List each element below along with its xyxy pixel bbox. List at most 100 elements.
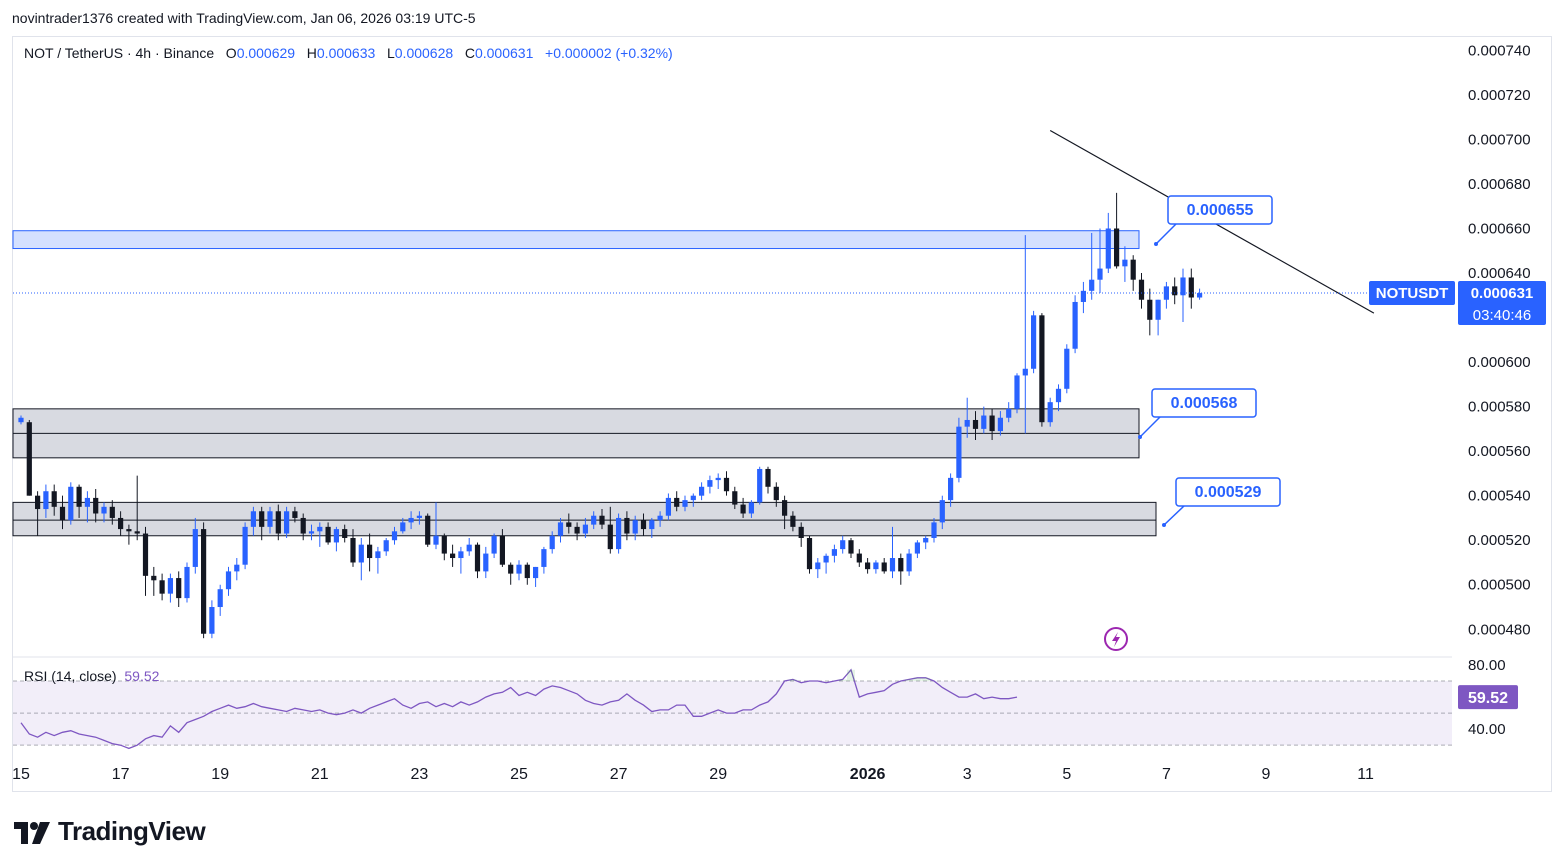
legend-open-label: O <box>225 45 237 61</box>
candle <box>342 524 348 543</box>
candle <box>715 473 721 490</box>
candle-body <box>51 491 57 507</box>
candle-body <box>840 540 846 550</box>
candle-body <box>1039 315 1045 423</box>
candle-body <box>657 515 663 521</box>
candle-body <box>690 495 696 501</box>
candle-body <box>201 529 207 634</box>
candle-body <box>1138 279 1145 300</box>
legend-close-label: C <box>464 45 475 61</box>
candle-body <box>159 580 165 594</box>
candle <box>201 522 207 639</box>
candle <box>889 526 896 579</box>
candle-body <box>732 491 738 505</box>
candle <box>1122 246 1128 282</box>
candle-body <box>76 486 82 507</box>
candle <box>591 511 597 530</box>
candle <box>242 522 248 570</box>
time-tick-label: 5 <box>1062 766 1071 783</box>
price-callout: 0.000655 <box>1154 195 1273 246</box>
candle-body <box>1014 375 1020 409</box>
candle-body <box>997 417 1003 432</box>
candle <box>151 566 157 596</box>
candle <box>491 533 497 559</box>
last-price-badge <box>1458 281 1546 326</box>
candle <box>798 522 804 547</box>
candle <box>259 506 265 541</box>
candle <box>732 486 738 510</box>
candle-body <box>292 511 298 518</box>
time-tick-label: 15 <box>12 766 30 783</box>
candle <box>549 531 555 554</box>
candle <box>757 466 763 505</box>
candle-body <box>134 531 140 534</box>
candle <box>707 475 713 494</box>
candle-body <box>956 426 962 478</box>
candle-body <box>26 422 32 496</box>
candle-body <box>209 607 215 634</box>
candle <box>1031 310 1037 374</box>
candle-body <box>176 578 182 599</box>
candle <box>699 482 705 501</box>
rsi-overbought-fill <box>788 679 797 682</box>
candle <box>557 517 564 543</box>
candle <box>765 466 771 494</box>
candle <box>84 491 90 523</box>
candle <box>1039 313 1045 427</box>
candle-body <box>1105 228 1111 269</box>
candle-body <box>798 526 804 538</box>
candle <box>184 562 190 603</box>
legend-change: +0.000002 (+0.32%) <box>545 45 673 61</box>
candle <box>516 560 522 581</box>
candle <box>1055 384 1062 412</box>
price-tick-label: 0.000540 <box>1468 488 1531 505</box>
candle-body <box>101 506 107 514</box>
candle <box>972 411 979 441</box>
candle-body <box>142 533 149 576</box>
candle <box>483 546 489 579</box>
candle <box>367 533 373 572</box>
rsi-legend[interactable]: RSI (14, close) 59.52 <box>24 668 159 684</box>
callout-anchor <box>1154 242 1158 246</box>
countdown-label: 03:40:46 <box>1473 307 1531 324</box>
candle-body <box>616 517 622 550</box>
candle-body <box>906 553 912 572</box>
symbol-legend[interactable]: NOT / TetherUS · 4h · Binance O0.000629 … <box>24 45 673 61</box>
candle <box>748 500 754 518</box>
candle-body <box>1197 293 1203 298</box>
candle-body <box>267 511 273 527</box>
candle-body <box>748 502 754 514</box>
candle <box>1197 288 1203 300</box>
candle-body <box>508 564 514 574</box>
candle <box>317 522 323 547</box>
candle-body <box>466 544 472 552</box>
tradingview-logo[interactable]: TradingView <box>14 816 206 847</box>
candle-body <box>1130 259 1136 280</box>
candle <box>624 511 630 541</box>
candle-body <box>1163 286 1169 300</box>
candle <box>284 506 290 538</box>
candle <box>898 553 904 585</box>
candle <box>350 529 356 567</box>
time-tick-label: 11 <box>1357 766 1374 783</box>
candle-body <box>1147 299 1153 320</box>
candle-body <box>93 497 99 514</box>
candle <box>607 506 613 554</box>
tradingview-logo-text: TradingView <box>58 816 206 846</box>
candle <box>690 493 696 507</box>
time-tick-label: 2026 <box>850 766 886 783</box>
candle-body <box>599 515 605 525</box>
candle <box>59 495 66 530</box>
price-tick-label: 0.000720 <box>1468 87 1531 104</box>
callout-anchor <box>1162 523 1166 527</box>
chart-credit: novintrader1376 created with TradingView… <box>12 10 476 26</box>
candle-body <box>806 537 813 570</box>
time-tick-label: 19 <box>211 766 229 783</box>
candle-body <box>582 524 588 534</box>
candle-body <box>607 524 613 550</box>
candle <box>300 513 306 541</box>
candle-body <box>59 506 66 521</box>
candle-body <box>790 515 796 527</box>
candle <box>35 491 41 536</box>
